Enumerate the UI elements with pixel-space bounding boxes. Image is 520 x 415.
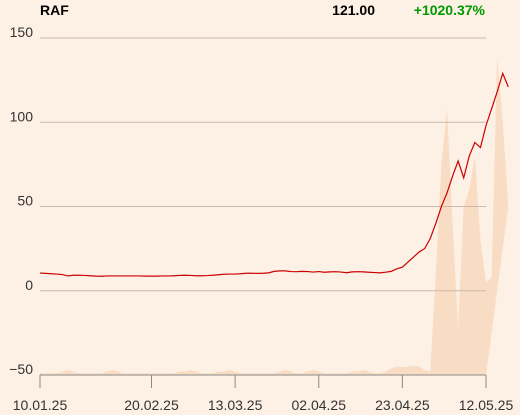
price-change: +1020.37% — [414, 2, 486, 18]
y-tick-label: 0 — [25, 277, 33, 293]
x-tick-label: 12.05.25 — [459, 397, 514, 413]
price-line — [39, 71, 509, 277]
y-tick-label: 50 — [17, 193, 33, 209]
y-tick-label: −50 — [9, 361, 33, 377]
last-price: 121.00 — [332, 2, 375, 18]
y-tick-label: 100 — [10, 108, 34, 124]
x-tick-label: 20.02.25 — [124, 397, 179, 413]
x-tick-label: 10.01.25 — [13, 397, 68, 413]
x-tick-label: 02.04.25 — [292, 397, 347, 413]
x-tick-label: 13.03.25 — [208, 397, 263, 413]
volume-area — [40, 58, 509, 375]
x-tick-label: 23.04.25 — [375, 397, 430, 413]
chart-title: RAF — [40, 2, 69, 18]
y-tick-label: 150 — [10, 24, 34, 40]
